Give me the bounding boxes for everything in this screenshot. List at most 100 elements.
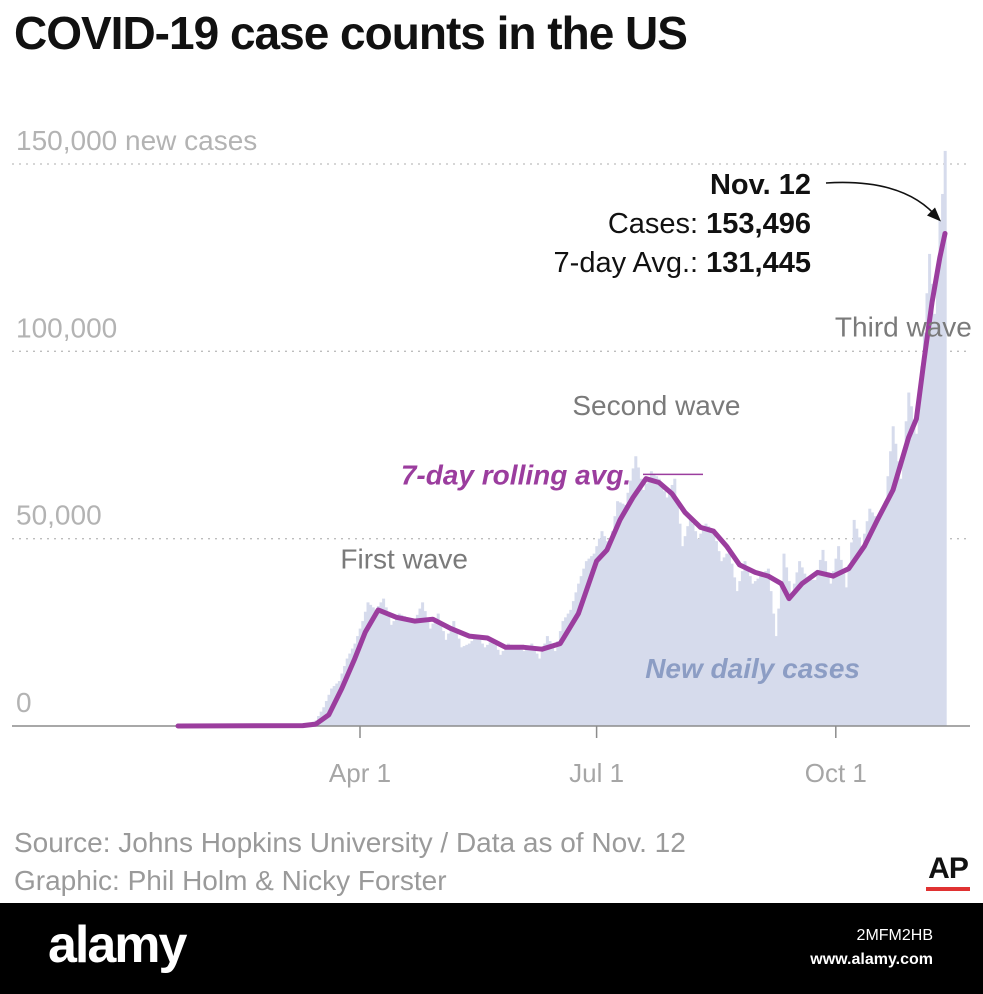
daily-bar <box>688 516 692 726</box>
callout-cases-value: 153,496 <box>706 208 811 240</box>
daily-bar <box>465 644 469 726</box>
callout-cases: Cases: 153,496 <box>608 208 811 240</box>
covid-chart: Apr 1 Jul 1 Oct 1 150,000 new cases 100,000… <box>12 125 972 788</box>
daily-bar <box>473 638 477 726</box>
daily-bar <box>447 633 451 726</box>
watermark-url: www.alamy.com <box>810 951 933 968</box>
daily-bar <box>772 613 776 726</box>
daily-bar <box>600 531 604 726</box>
daily-bar <box>883 501 887 726</box>
daily-bar <box>756 578 760 726</box>
x-tick-label-0: Apr 1 <box>329 758 391 788</box>
daily-bar <box>818 559 822 726</box>
alamy-logo: alamy <box>48 916 187 974</box>
daily-bar <box>738 581 742 726</box>
daily-bar <box>564 617 568 726</box>
daily-bar <box>387 616 391 726</box>
daily-bar <box>722 557 726 726</box>
daily-bar <box>683 536 687 726</box>
daily-bar <box>681 546 685 726</box>
daily-bar <box>779 581 783 726</box>
daily-bar <box>647 477 651 726</box>
daily-bar <box>556 641 560 726</box>
daily-bar <box>889 451 893 726</box>
daily-bar <box>408 618 412 726</box>
daily-bar <box>618 502 622 726</box>
daily-bar <box>813 579 817 726</box>
daily-bar <box>374 609 378 726</box>
series-label-3: 7-day rolling avg. <box>401 459 631 490</box>
daily-bar <box>460 647 464 726</box>
daily-bar <box>478 639 482 726</box>
ap-logo: AP <box>926 852 970 891</box>
daily-bar <box>800 567 804 726</box>
daily-bar <box>915 433 919 726</box>
daily-bar <box>712 531 716 726</box>
daily-bar <box>517 648 521 726</box>
y-tick-label-1: 100,000 <box>16 312 117 343</box>
daily-bar <box>673 478 677 726</box>
callout-date: Nov. 12 <box>710 169 811 201</box>
daily-bar <box>421 602 425 726</box>
daily-bar <box>397 613 401 726</box>
daily-bar <box>405 617 409 726</box>
daily-bar <box>930 283 934 726</box>
daily-bar <box>844 587 848 726</box>
daily-bar <box>922 332 926 726</box>
ap-logo-bar <box>926 887 970 891</box>
daily-bar <box>642 489 646 726</box>
daily-bar <box>735 591 739 726</box>
daily-bar <box>943 150 947 726</box>
daily-bar <box>863 533 867 726</box>
daily-bar <box>439 622 443 726</box>
daily-bar <box>821 549 825 726</box>
daily-bar <box>577 583 581 726</box>
daily-bar <box>852 519 856 726</box>
image-id: 2MFM2HB <box>856 927 933 944</box>
daily-bar <box>371 607 375 726</box>
gridlines <box>12 163 968 540</box>
daily-bar <box>512 646 516 726</box>
daily-bar <box>626 492 630 726</box>
daily-bar <box>538 658 542 726</box>
daily-bar <box>501 651 505 726</box>
daily-bar <box>894 443 898 726</box>
daily-bar <box>582 568 586 726</box>
daily-bar <box>415 614 419 726</box>
daily-bar <box>644 483 648 726</box>
daily-bar <box>837 546 841 726</box>
daily-bar <box>634 456 638 726</box>
daily-bar <box>860 546 864 726</box>
y-axis-labels: 150,000 new cases 100,000 50,000 0 <box>16 125 257 718</box>
daily-bar <box>504 647 508 726</box>
daily-bar <box>486 644 490 726</box>
daily-bar <box>431 623 435 726</box>
daily-bar <box>402 616 406 726</box>
daily-bar <box>441 631 445 726</box>
daily-bar <box>436 613 440 726</box>
y-tick-label-3: 0 <box>16 687 32 718</box>
daily-bar <box>717 551 721 726</box>
daily-bar <box>790 594 794 726</box>
daily-bar <box>340 673 344 726</box>
daily-bar <box>532 648 536 726</box>
daily-bar <box>909 406 913 726</box>
daily-bar <box>613 516 617 726</box>
daily-bar <box>868 508 872 726</box>
daily-bar <box>597 538 601 726</box>
daily-bar <box>865 521 869 726</box>
series-label-4: New daily cases <box>645 653 860 684</box>
daily-bar <box>345 658 349 726</box>
daily-bar <box>595 546 599 726</box>
credit-text: Graphic: Phil Holm & Nicky Forster <box>14 865 447 896</box>
daily-bar <box>348 653 352 726</box>
daily-bar <box>483 647 487 726</box>
daily-bar <box>519 649 523 726</box>
daily-bar <box>743 561 747 726</box>
daily-bar <box>449 627 453 726</box>
daily-bar <box>792 583 796 726</box>
daily-bar <box>691 523 695 726</box>
daily-bar <box>668 491 672 726</box>
daily-bar <box>829 583 833 726</box>
